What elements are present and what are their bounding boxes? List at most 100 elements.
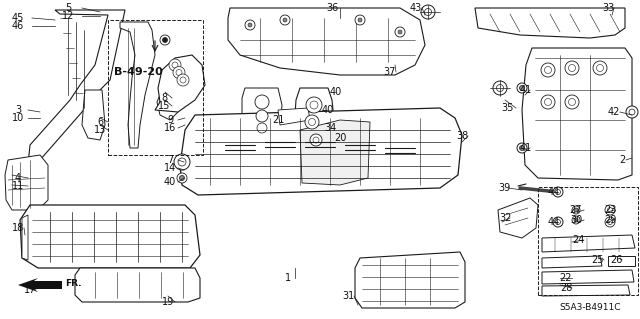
Polygon shape xyxy=(242,88,282,135)
Circle shape xyxy=(553,187,563,197)
Text: 23: 23 xyxy=(604,205,616,215)
Text: 39: 39 xyxy=(498,183,510,193)
Circle shape xyxy=(607,219,612,225)
Text: 42: 42 xyxy=(608,107,620,117)
Circle shape xyxy=(313,137,319,143)
Circle shape xyxy=(626,106,638,118)
Text: 40: 40 xyxy=(322,105,334,115)
Circle shape xyxy=(593,61,607,75)
Text: 35: 35 xyxy=(502,103,514,113)
Circle shape xyxy=(424,9,431,16)
Polygon shape xyxy=(120,22,155,148)
Text: 45: 45 xyxy=(12,13,24,23)
Text: 18: 18 xyxy=(12,223,24,233)
Polygon shape xyxy=(522,48,632,180)
Text: 7: 7 xyxy=(167,155,173,165)
Polygon shape xyxy=(542,256,602,268)
Circle shape xyxy=(572,206,580,214)
Text: 40: 40 xyxy=(330,87,342,97)
Circle shape xyxy=(541,63,555,77)
Polygon shape xyxy=(18,278,62,292)
Circle shape xyxy=(169,59,181,71)
Circle shape xyxy=(574,218,578,222)
Circle shape xyxy=(607,207,612,212)
Circle shape xyxy=(572,216,580,224)
Circle shape xyxy=(493,81,507,95)
Text: 46: 46 xyxy=(12,21,24,31)
Circle shape xyxy=(421,5,435,19)
Circle shape xyxy=(520,85,525,91)
Text: 24: 24 xyxy=(572,235,584,245)
Circle shape xyxy=(160,35,170,45)
Circle shape xyxy=(556,189,561,195)
Text: 41: 41 xyxy=(520,85,532,95)
Polygon shape xyxy=(157,78,182,120)
Circle shape xyxy=(556,219,561,225)
Text: 4: 4 xyxy=(15,173,21,183)
Circle shape xyxy=(310,101,318,109)
Circle shape xyxy=(179,175,184,181)
Text: 14: 14 xyxy=(164,163,176,173)
Circle shape xyxy=(541,95,555,109)
Text: 34: 34 xyxy=(324,123,336,133)
Circle shape xyxy=(177,173,187,183)
Text: 1: 1 xyxy=(285,273,291,283)
Polygon shape xyxy=(498,198,538,238)
Polygon shape xyxy=(228,8,425,75)
Text: 2: 2 xyxy=(619,155,625,165)
Polygon shape xyxy=(542,235,635,252)
Polygon shape xyxy=(180,108,462,195)
Polygon shape xyxy=(155,55,205,112)
Polygon shape xyxy=(22,215,28,260)
Circle shape xyxy=(545,66,552,73)
Text: 31: 31 xyxy=(342,291,354,301)
Text: 43: 43 xyxy=(410,3,422,13)
Circle shape xyxy=(605,205,615,215)
Text: 44: 44 xyxy=(548,187,560,197)
Circle shape xyxy=(355,15,365,25)
Text: 12: 12 xyxy=(62,11,74,21)
Circle shape xyxy=(553,217,563,227)
Circle shape xyxy=(358,18,362,22)
Circle shape xyxy=(565,61,579,75)
Polygon shape xyxy=(28,10,125,165)
Polygon shape xyxy=(20,205,200,268)
Circle shape xyxy=(308,118,316,125)
Circle shape xyxy=(574,208,578,212)
Text: 8: 8 xyxy=(161,93,167,103)
Circle shape xyxy=(178,158,186,166)
Circle shape xyxy=(280,15,290,25)
Text: 30: 30 xyxy=(570,215,582,225)
Polygon shape xyxy=(542,285,630,296)
Text: 37: 37 xyxy=(384,67,396,77)
Polygon shape xyxy=(5,155,48,210)
Text: 20: 20 xyxy=(334,133,346,143)
Circle shape xyxy=(257,123,267,133)
Text: 13: 13 xyxy=(94,125,106,135)
Circle shape xyxy=(545,99,552,106)
Circle shape xyxy=(283,18,287,22)
Circle shape xyxy=(163,38,168,42)
Text: 10: 10 xyxy=(12,113,24,123)
Text: 28: 28 xyxy=(560,283,572,293)
Circle shape xyxy=(395,27,405,37)
Text: 25: 25 xyxy=(592,255,604,265)
Circle shape xyxy=(255,95,269,109)
Circle shape xyxy=(497,85,504,92)
Circle shape xyxy=(520,145,525,151)
Text: 29: 29 xyxy=(604,215,616,225)
Circle shape xyxy=(310,134,322,146)
Circle shape xyxy=(174,154,190,170)
Text: B-49-20: B-49-20 xyxy=(114,67,163,77)
Text: 32: 32 xyxy=(500,213,512,223)
Text: S5A3-B4911C: S5A3-B4911C xyxy=(559,303,621,313)
Text: 38: 38 xyxy=(456,131,468,141)
Polygon shape xyxy=(82,90,105,140)
Text: 11: 11 xyxy=(12,181,24,191)
Circle shape xyxy=(177,74,189,86)
Text: 19: 19 xyxy=(162,297,174,307)
Circle shape xyxy=(256,110,268,122)
Polygon shape xyxy=(475,8,625,38)
Circle shape xyxy=(248,23,252,27)
Polygon shape xyxy=(608,256,635,266)
